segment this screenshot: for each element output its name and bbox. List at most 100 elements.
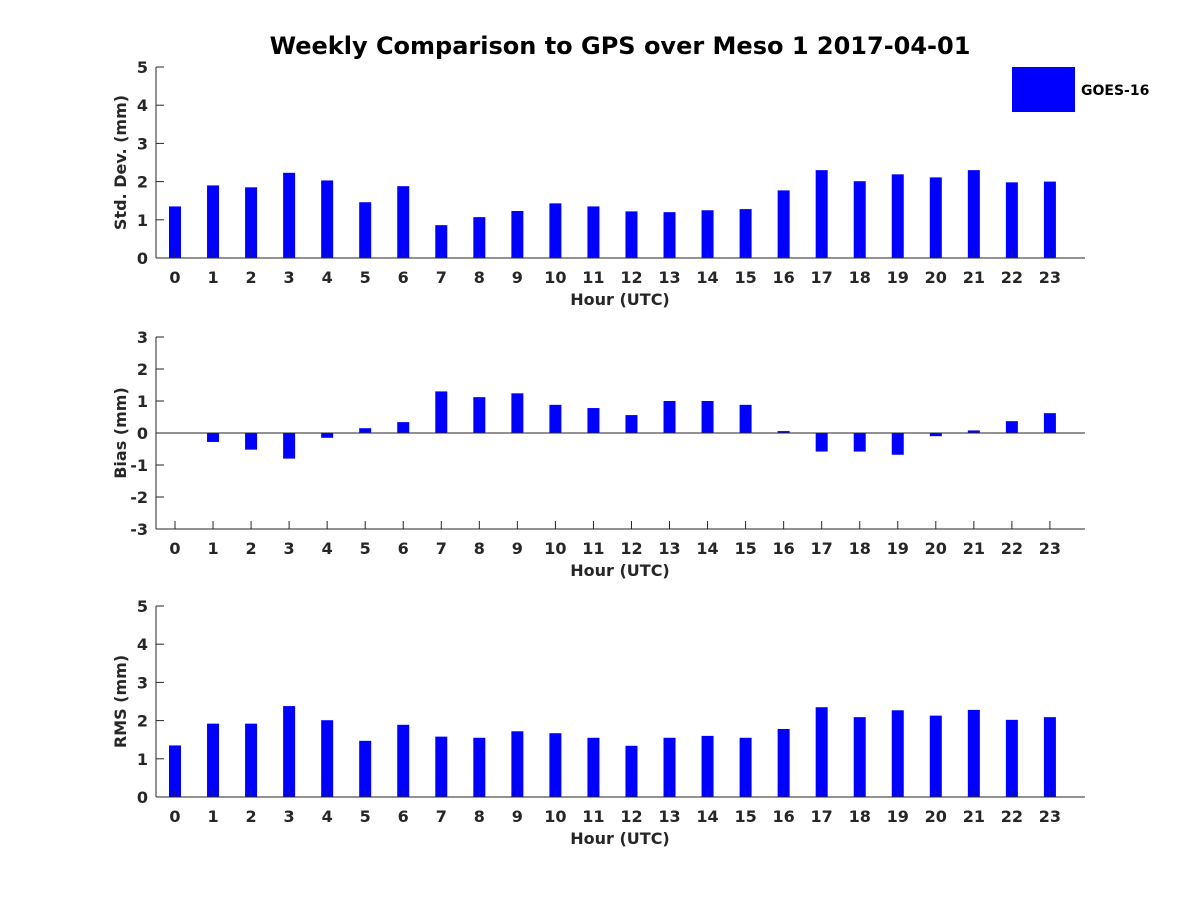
bar-3-hour-1: [207, 723, 220, 797]
x-tick-label: 7: [436, 539, 447, 558]
bar-1-hour-11: [587, 206, 600, 258]
y-tick-label: 5: [137, 58, 148, 77]
x-tick-label: 5: [360, 807, 371, 826]
x-tick-label: 1: [207, 268, 218, 287]
bar-3-hour-3: [283, 706, 296, 797]
x-tick-label: 0: [169, 539, 180, 558]
x-tick-label: 6: [398, 807, 409, 826]
bar-3-hour-22: [1005, 719, 1018, 797]
x-tick-label: 7: [436, 807, 447, 826]
bar-1-hour-22: [1005, 182, 1018, 258]
y-tick-label: 1: [137, 750, 148, 769]
bar-1-hour-15: [739, 209, 752, 258]
x-tick-label: 8: [474, 268, 485, 287]
bar-3-hour-18: [853, 717, 866, 797]
x-tick-label: 21: [963, 807, 985, 826]
bar-1-hour-20: [929, 177, 942, 258]
bar-2-hour-11: [587, 408, 600, 433]
x-tick-label: 8: [474, 539, 485, 558]
x-tick-label: 5: [360, 268, 371, 287]
x-tick-label: 18: [849, 807, 871, 826]
x-tick-label: 15: [734, 807, 756, 826]
bar-1-hour-17: [815, 170, 828, 258]
legend-swatch-goes16: [1012, 67, 1075, 112]
x-tick-label: 17: [811, 268, 833, 287]
bar-3-hour-20: [929, 715, 942, 797]
bar-3-hour-23: [1043, 717, 1056, 797]
x-tick-label: 13: [658, 268, 680, 287]
bar-3-hour-21: [967, 709, 980, 797]
bar-2-hour-8: [473, 397, 486, 433]
bar-3-hour-6: [397, 724, 410, 797]
x-tick-label: 22: [1001, 539, 1023, 558]
bar-3-hour-13: [663, 737, 676, 797]
x-tick-label: 3: [284, 539, 295, 558]
x-tick-label: 17: [811, 807, 833, 826]
x-tick-label: 6: [398, 539, 409, 558]
x-axis-label: Hour (UTC): [570, 829, 670, 848]
x-tick-label: 16: [773, 807, 795, 826]
bar-3-hour-5: [359, 740, 372, 797]
x-tick-label: 20: [925, 539, 947, 558]
x-tick-label: 13: [658, 539, 680, 558]
x-tick-label: 17: [811, 539, 833, 558]
bar-1-hour-12: [625, 211, 638, 258]
x-tick-label: 0: [169, 807, 180, 826]
bar-1-hour-5: [359, 202, 372, 258]
x-tick-label: 9: [512, 268, 523, 287]
x-tick-label: 12: [620, 539, 642, 558]
x-tick-label: 19: [887, 539, 909, 558]
x-tick-label: 2: [246, 268, 257, 287]
bar-1-hour-0: [169, 206, 181, 258]
y-axis-label: RMS (mm): [111, 655, 130, 748]
bar-3-hour-16: [777, 729, 790, 797]
x-tick-label: 18: [849, 268, 871, 287]
bar-2-hour-21: [967, 430, 980, 433]
x-tick-label: 9: [512, 807, 523, 826]
bar-2-hour-20: [929, 433, 942, 437]
x-tick-label: 15: [734, 539, 756, 558]
x-tick-label: 16: [773, 268, 795, 287]
bar-2-hour-22: [1005, 421, 1018, 433]
x-tick-label: 6: [398, 268, 409, 287]
y-tick-label: 4: [137, 96, 148, 115]
bar-2-hour-1: [207, 433, 220, 442]
x-tick-label: 18: [849, 539, 871, 558]
y-tick-label: -2: [130, 488, 148, 507]
bar-2-hour-4: [321, 433, 334, 438]
bar-2-hour-19: [891, 433, 904, 455]
bar-1-hour-14: [701, 210, 714, 258]
chart-title: Weekly Comparison to GPS over Meso 1 201…: [270, 32, 971, 60]
x-tick-label: 21: [963, 539, 985, 558]
bar-2-hour-3: [283, 433, 296, 459]
bar-2-hour-18: [853, 433, 866, 452]
y-tick-label: -1: [130, 456, 148, 475]
x-tick-label: 14: [696, 807, 718, 826]
legend: GOES-16: [1012, 67, 1149, 112]
x-tick-label: 19: [887, 807, 909, 826]
bar-3-hour-2: [245, 723, 258, 797]
bar-3-hour-4: [321, 720, 334, 797]
x-tick-label: 3: [284, 807, 295, 826]
legend-label-goes16: GOES-16: [1081, 83, 1149, 99]
x-tick-label: 23: [1039, 268, 1061, 287]
bar-1-hour-6: [397, 186, 410, 258]
x-tick-label: 11: [582, 807, 604, 826]
bar-2-hour-9: [511, 393, 524, 433]
y-tick-label: 1: [137, 392, 148, 411]
bar-3-hour-8: [473, 737, 486, 797]
y-tick-label: 0: [137, 424, 148, 443]
x-tick-label: 7: [436, 268, 447, 287]
bar-3-hour-10: [549, 733, 562, 797]
x-tick-label: 9: [512, 539, 523, 558]
bar-2-hour-6: [397, 422, 410, 433]
bar-1-hour-23: [1043, 181, 1056, 258]
x-tick-label: 19: [887, 268, 909, 287]
x-tick-label: 13: [658, 807, 680, 826]
bar-3-hour-9: [511, 731, 524, 797]
x-tick-label: 22: [1001, 268, 1023, 287]
x-tick-label: 16: [773, 539, 795, 558]
y-axis-label: Bias (mm): [111, 387, 130, 479]
